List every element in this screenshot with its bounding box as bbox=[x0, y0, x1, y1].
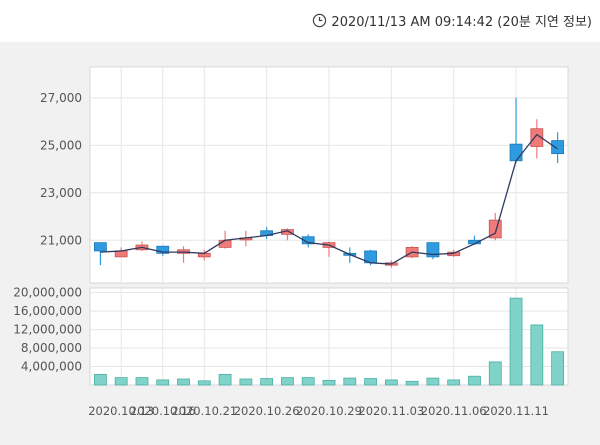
volume-bar bbox=[384, 379, 398, 386]
volume-tick-label: 12,000,000 bbox=[13, 323, 82, 337]
volume-tick-label: 20,000,000 bbox=[13, 286, 82, 300]
volume-bar bbox=[114, 377, 128, 386]
volume-bar bbox=[281, 377, 294, 386]
date-axis: 2020.10.132020.10.162020.10.212020.10.26… bbox=[88, 404, 549, 418]
candle-body bbox=[509, 143, 523, 162]
date-tick-label: 2020.10.21 bbox=[171, 404, 237, 418]
volume-bar bbox=[177, 378, 190, 386]
candle-body bbox=[156, 245, 170, 254]
price-tick-label: 23,000 bbox=[40, 186, 82, 200]
volume-bar bbox=[135, 377, 149, 386]
candle bbox=[301, 234, 315, 248]
price-tick-label: 21,000 bbox=[40, 233, 82, 247]
candle bbox=[426, 242, 440, 260]
chart-panel: 21,000 23,000 25,000 27,000 4,000,000 8,000,… bbox=[0, 42, 600, 445]
volume-bar bbox=[239, 378, 253, 386]
volume-bar bbox=[405, 380, 419, 386]
candle-body bbox=[218, 239, 232, 248]
stock-chart: 21,000 23,000 25,000 27,000 4,000,000 8,000,… bbox=[13, 66, 569, 418]
candle bbox=[93, 242, 107, 266]
volume-bar bbox=[488, 361, 502, 386]
date-tick-label: 2020.11.06 bbox=[421, 404, 487, 418]
chart-header: 2020/11/13 AM 09:14:42 (20분 지연 정보) bbox=[0, 0, 600, 40]
volume-bar bbox=[93, 373, 107, 386]
candle-body bbox=[301, 236, 315, 245]
date-tick-label: 2020.10.16 bbox=[130, 404, 196, 418]
volume-bar bbox=[197, 380, 211, 386]
date-tick-label: 2020.11.03 bbox=[358, 404, 424, 418]
candle-body bbox=[426, 242, 440, 258]
volume-bar bbox=[218, 373, 232, 386]
clock-icon bbox=[313, 13, 327, 28]
price-trend-line bbox=[100, 133, 558, 265]
price-tick-label: 25,000 bbox=[40, 138, 82, 152]
volume-bar bbox=[551, 351, 565, 386]
candle-body bbox=[551, 140, 565, 155]
volume-tick-label: 8,000,000 bbox=[21, 341, 82, 355]
price-plot: 21,000 23,000 25,000 27,000 bbox=[40, 66, 569, 284]
timestamp: 2020/11/13 AM 09:14:42 (20분 지연 정보) bbox=[312, 11, 592, 30]
volume-bar bbox=[530, 324, 544, 386]
volume-bar bbox=[509, 297, 523, 386]
candle bbox=[530, 119, 544, 159]
date-tick-label: 2020.10.29 bbox=[296, 404, 362, 418]
volume-bar bbox=[447, 379, 461, 386]
volume-bar bbox=[301, 377, 315, 386]
volume-bar bbox=[156, 379, 170, 386]
candle bbox=[551, 132, 565, 164]
volume-tick-label: 4,000,000 bbox=[21, 360, 82, 374]
volume-bar bbox=[426, 377, 440, 386]
volume-bar bbox=[364, 378, 377, 386]
candle-body bbox=[530, 128, 544, 147]
date-tick-label: 2020.11.11 bbox=[483, 404, 549, 418]
date-tick-label: 2020.10.13 bbox=[88, 404, 154, 418]
price-tick-label: 27,000 bbox=[40, 91, 82, 105]
candle bbox=[156, 245, 170, 256]
volume-bar bbox=[260, 378, 274, 386]
candle-body bbox=[93, 242, 107, 252]
date-tick-label: 2020.10.26 bbox=[234, 404, 300, 418]
volume-bar bbox=[468, 375, 481, 386]
volume-plot: 4,000,000 8,000,000 12,000,000 16,000,000 20… bbox=[13, 286, 569, 386]
volume-bar bbox=[322, 379, 336, 386]
volume-tick-label: 16,000,000 bbox=[13, 304, 82, 318]
timestamp-text: 2020/11/13 AM 09:14:42 (20분 지연 정보) bbox=[331, 15, 592, 30]
volume-bar bbox=[343, 377, 357, 386]
